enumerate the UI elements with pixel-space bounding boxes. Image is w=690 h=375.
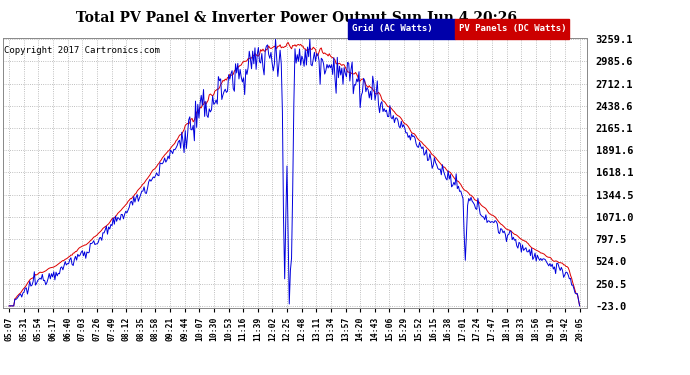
Text: PV Panels (DC Watts): PV Panels (DC Watts) (459, 24, 566, 33)
Text: Grid (AC Watts): Grid (AC Watts) (352, 24, 433, 33)
Text: Total PV Panel & Inverter Power Output Sun Jun 4 20:26: Total PV Panel & Inverter Power Output S… (76, 11, 518, 25)
Text: Copyright 2017 Cartronics.com: Copyright 2017 Cartronics.com (4, 46, 160, 55)
